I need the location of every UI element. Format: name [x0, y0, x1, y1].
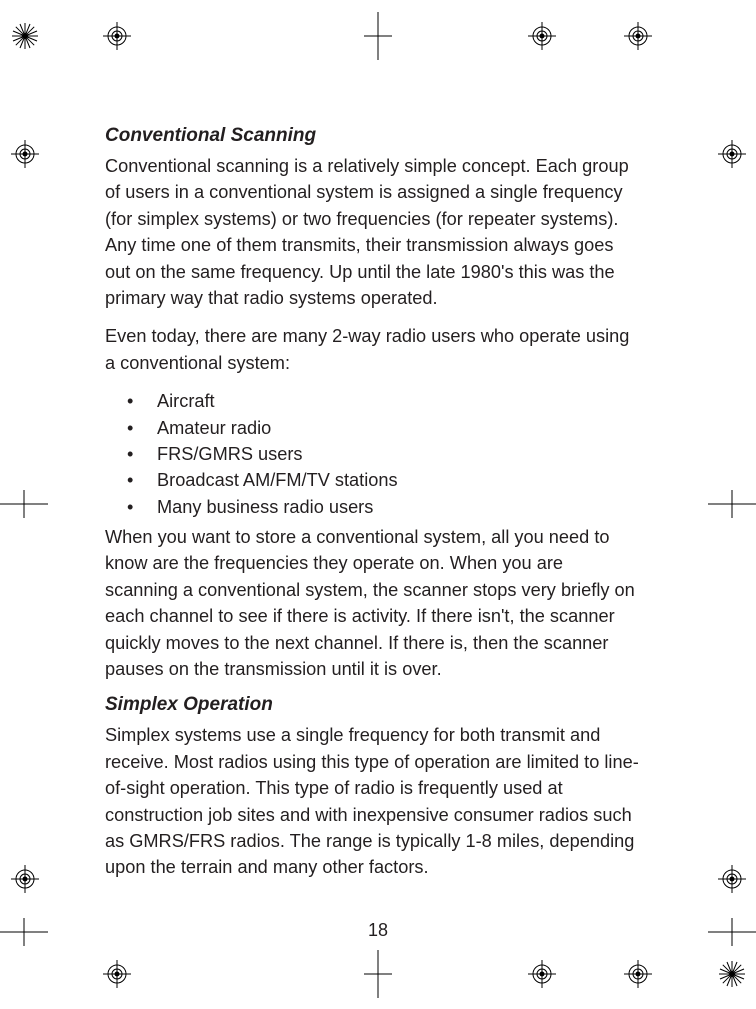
- registration-mark-icon: [624, 22, 652, 50]
- list-item: Broadcast AM/FM/TV stations: [105, 467, 640, 493]
- paragraph: Conventional scanning is a relatively si…: [105, 153, 640, 311]
- registration-mark-icon: [103, 960, 131, 988]
- registration-mark-icon: [528, 22, 556, 50]
- registration-mark-icon: [11, 140, 39, 168]
- list-item: Amateur radio: [105, 415, 640, 441]
- crop-mark-icon: [364, 950, 392, 998]
- registration-mark-icon: [103, 22, 131, 50]
- paragraph: Simplex systems use a single frequency f…: [105, 722, 640, 880]
- heading-conventional-scanning: Conventional Scanning: [105, 125, 640, 147]
- content-area: Conventional Scanning Conventional scann…: [105, 125, 640, 893]
- crop-mark-icon: [364, 12, 392, 60]
- registration-mark-icon: [718, 140, 746, 168]
- crop-mark-icon: [0, 490, 48, 518]
- crop-mark-icon: [708, 490, 756, 518]
- page-number: 18: [0, 920, 756, 941]
- sunburst-icon: [718, 960, 746, 988]
- page: Conventional Scanning Conventional scann…: [0, 0, 756, 1009]
- paragraph: Even today, there are many 2-way radio u…: [105, 323, 640, 376]
- paragraph: When you want to store a conventional sy…: [105, 524, 640, 682]
- registration-mark-icon: [11, 865, 39, 893]
- bullet-list: Aircraft Amateur radio FRS/GMRS users Br…: [105, 388, 640, 520]
- registration-mark-icon: [718, 865, 746, 893]
- registration-mark-icon: [624, 960, 652, 988]
- sunburst-icon: [11, 22, 39, 50]
- list-item: FRS/GMRS users: [105, 441, 640, 467]
- heading-simplex-operation: Simplex Operation: [105, 694, 640, 716]
- list-item: Many business radio users: [105, 494, 640, 520]
- registration-mark-icon: [528, 960, 556, 988]
- list-item: Aircraft: [105, 388, 640, 414]
